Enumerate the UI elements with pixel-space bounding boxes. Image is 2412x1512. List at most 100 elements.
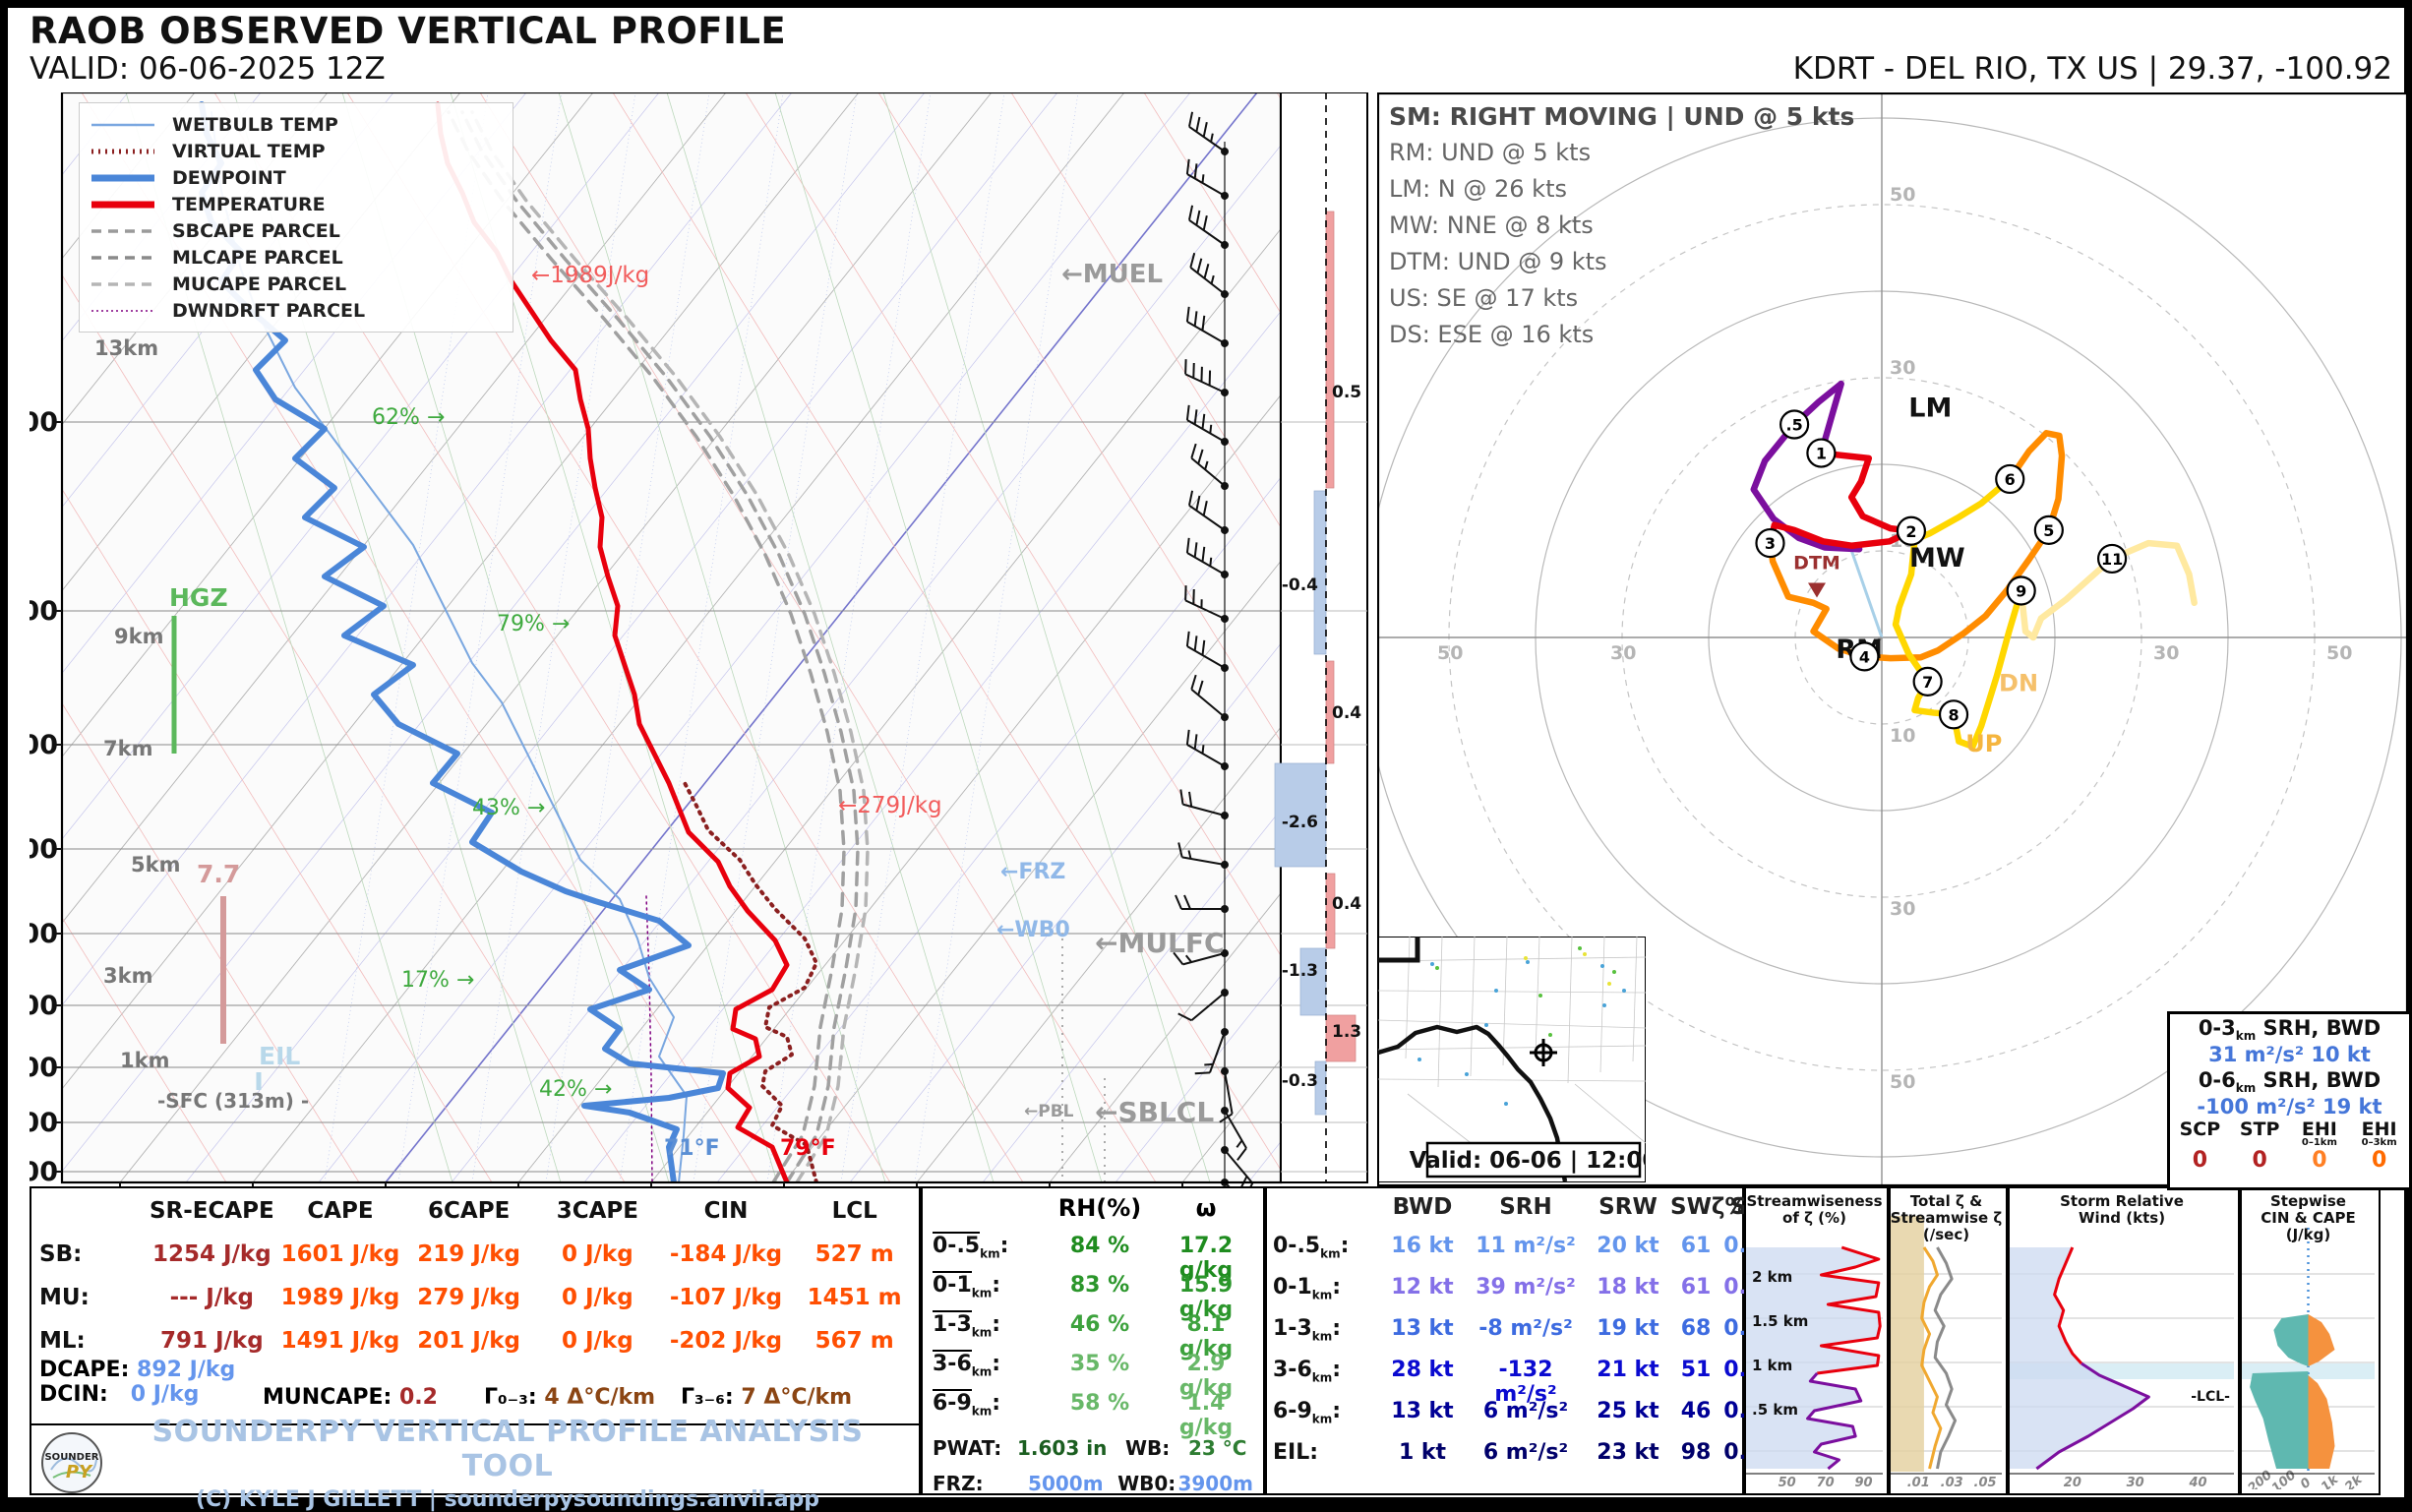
radar-speckle bbox=[1583, 952, 1587, 956]
shear-value: -132 m²/s² bbox=[1494, 1358, 1557, 1407]
index-ehi: EHI 0–3km 0 bbox=[2361, 1119, 2397, 1174]
panel-line-1 bbox=[1806, 1372, 1863, 1471]
hodograph-border bbox=[1377, 92, 2408, 1186]
wind-barb bbox=[1221, 1107, 1247, 1161]
wind-barb bbox=[1194, 1028, 1229, 1075]
height-label: 3km bbox=[103, 964, 152, 988]
wind-barb bbox=[1185, 631, 1229, 672]
srh-3km-values: 31 m²/s² 10 kt bbox=[2208, 1043, 2371, 1067]
pressure-label: 200 bbox=[30, 407, 58, 438]
skewt-annotation: EIL bbox=[259, 1042, 300, 1070]
height-label: 5km bbox=[131, 853, 180, 877]
legend-item: MLCAPE PARCEL bbox=[90, 244, 503, 271]
wind-barb bbox=[1187, 490, 1229, 534]
rh-row: 0-.5km: 84 % 17.2 g/kg bbox=[933, 1232, 1253, 1283]
skewt-annotation: ←SBLCL bbox=[1095, 1096, 1214, 1128]
ring-label: 30 bbox=[2153, 642, 2179, 664]
panel-title: of ζ (%) bbox=[1782, 1209, 1846, 1227]
storm-motion-info: SM: RIGHT MOVING | UND @ 5 kts RM: UND @ … bbox=[1389, 98, 1900, 353]
station-title: KDRT - DEL RIO, TX US | 29.37, -100.92 bbox=[1792, 51, 2392, 87]
omega-value: 0.5 bbox=[1332, 383, 1361, 402]
wind-barb bbox=[1185, 537, 1229, 578]
hodo-label-LM: LM bbox=[1908, 393, 1952, 424]
omega-bar bbox=[1299, 947, 1327, 1016]
skewt-annotation: ←279J/kg bbox=[838, 793, 942, 818]
skewt-annotation: 42% → bbox=[539, 1077, 612, 1102]
radar-speckle bbox=[1465, 1072, 1469, 1076]
sbcape-parcel-curve bbox=[460, 110, 860, 1182]
hodograph-trace-3-6km bbox=[1767, 430, 2066, 662]
logo-text-top: SOUNDER bbox=[44, 1452, 98, 1463]
skewt-annotation: 71°F bbox=[664, 1136, 720, 1161]
rh-row: 1-3km: 46 % 8.1 g/kg bbox=[933, 1310, 1253, 1361]
cape-value: --- J/kg bbox=[169, 1285, 255, 1310]
height-label: 1km bbox=[120, 1049, 169, 1072]
wind-barb bbox=[1184, 359, 1229, 396]
shear-value: 13 kt bbox=[1391, 1316, 1454, 1341]
shear-value: 98 bbox=[1680, 1440, 1712, 1465]
page-title: RAOB OBSERVED VERTICAL PROFILE bbox=[30, 10, 787, 52]
panel-line-0 bbox=[1817, 1245, 1882, 1375]
panel-title: (J/kg) bbox=[2286, 1226, 2330, 1243]
wind-barb bbox=[1177, 989, 1229, 1022]
cape-value: 567 m bbox=[814, 1328, 894, 1354]
rh-row: 3-6km: 35 % 2.9 g/kg bbox=[933, 1350, 1253, 1401]
cape-value: 527 m bbox=[814, 1241, 894, 1267]
radar-speckle bbox=[1607, 982, 1611, 986]
mixing-ratio-value: 2.9 g/kg bbox=[1178, 1352, 1234, 1401]
legend-label: VIRTUAL TEMP bbox=[172, 140, 326, 162]
storm-motion-line: SM: RIGHT MOVING | UND @ 5 kts bbox=[1389, 102, 1855, 131]
omega-value: -1.3 bbox=[1282, 961, 1318, 981]
wind-barb bbox=[1185, 729, 1229, 770]
skewt-annotation: 43% → bbox=[472, 796, 545, 820]
legend-item: DEWPOINT bbox=[90, 164, 503, 191]
legend-label: SBCAPE PARCEL bbox=[172, 219, 340, 242]
cape-col-header: SR-ECAPE bbox=[149, 1198, 274, 1224]
pressure-label: 600 bbox=[30, 919, 58, 949]
height-marker-circle bbox=[2006, 575, 2036, 606]
height-marker-circle bbox=[1995, 463, 2025, 495]
rh-value: 35 % bbox=[1069, 1352, 1130, 1376]
index-stp: STP 0 bbox=[2239, 1119, 2280, 1174]
skewt-annotation: -SFC (313m) - bbox=[157, 1089, 309, 1113]
sounderpy-logo: SOUNDERPY bbox=[41, 1432, 102, 1493]
valid-time: VALID: 06-06-2025 12Z bbox=[30, 51, 386, 87]
skewt-legend: WETBULB TEMP VIRTUAL TEMP DEWPOINT TEMPERAT… bbox=[79, 102, 513, 333]
panel-line-1 bbox=[1933, 1246, 1958, 1470]
mixing-ratio-value: 15.9 g/kg bbox=[1178, 1273, 1234, 1322]
skewt-annotation: ←FRZ bbox=[1000, 860, 1065, 884]
radar-speckle bbox=[1435, 966, 1439, 970]
cape-value: 201 J/kg bbox=[417, 1328, 521, 1354]
cape-value: -202 J/kg bbox=[669, 1328, 783, 1354]
panel-line-0 bbox=[2053, 1246, 2083, 1365]
omega-strip: 0.5 -0.4 0.4 -2.6 0.4 -1.3 1.3 -0.3 bbox=[1274, 92, 1368, 1183]
radar-speckle bbox=[1494, 989, 1498, 993]
storm-motion-line: US: SE @ 17 kts bbox=[1389, 284, 1579, 312]
radar-speckle bbox=[1417, 1058, 1421, 1061]
panel-tick-label: 0 bbox=[2298, 1476, 2315, 1489]
shear-value: -8 m²/s² bbox=[1478, 1316, 1573, 1341]
mixing-ratio-value: 8.1 g/kg bbox=[1178, 1312, 1234, 1361]
legend-label: DWNDRFT PARCEL bbox=[172, 299, 366, 322]
shear-value: 16 kt bbox=[1391, 1234, 1454, 1258]
panel-height-label: 1 km bbox=[1752, 1357, 1792, 1374]
height-marker-circle bbox=[1806, 438, 1837, 468]
panel-tick-label: 40 bbox=[2188, 1476, 2206, 1489]
panel-streamwiseness: 2 km 1.5 km 1 km .5 km Streamwiseness of ζ (%… bbox=[1744, 1186, 1889, 1495]
panel-line-0 bbox=[1920, 1246, 1943, 1470]
height-marker-circle bbox=[2096, 543, 2128, 575]
dtm-label: DTM bbox=[1793, 552, 1840, 574]
skewt-annotation: 79% → bbox=[497, 612, 570, 636]
panel-title: Stepwise bbox=[2270, 1192, 2346, 1210]
cape-value: 1989 J/kg bbox=[280, 1285, 400, 1310]
panel-title: Total ζ & bbox=[1910, 1192, 1982, 1210]
omega-value: 0.4 bbox=[1332, 894, 1361, 914]
hodo-label-MW: MW bbox=[1909, 543, 1965, 574]
wind-barb bbox=[1185, 158, 1229, 200]
srh-3km-header: 0-3km SRH, BWD bbox=[2198, 1016, 2382, 1044]
panel-title: Wind (kts) bbox=[2079, 1209, 2165, 1227]
skewt-annotation: 62% → bbox=[372, 405, 445, 430]
